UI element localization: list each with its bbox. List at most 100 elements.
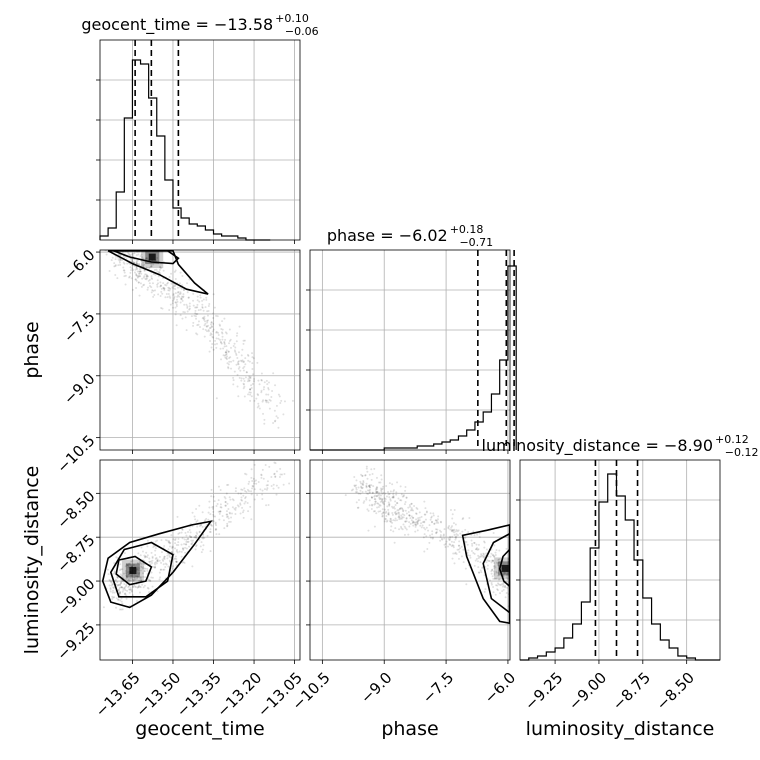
sample-point xyxy=(122,269,125,272)
sample-point xyxy=(415,506,418,509)
sample-point xyxy=(242,367,245,370)
sample-point xyxy=(394,517,397,520)
sample-point xyxy=(505,574,508,577)
sample-point xyxy=(472,551,475,554)
sample-point xyxy=(127,579,130,582)
sample-point xyxy=(120,586,123,589)
sample-point xyxy=(427,529,430,532)
sample-point xyxy=(384,518,387,521)
sample-point xyxy=(251,383,254,386)
sample-point xyxy=(362,501,365,504)
sample-point xyxy=(400,517,403,520)
sample-point xyxy=(493,577,496,580)
sample-point xyxy=(135,261,138,264)
sample-point xyxy=(126,262,129,265)
sample-point xyxy=(429,512,432,515)
sample-point xyxy=(477,566,480,569)
sample-point xyxy=(365,486,368,489)
sample-point xyxy=(109,587,112,590)
sample-point xyxy=(454,536,457,539)
sample-point xyxy=(260,473,263,476)
sample-point xyxy=(125,574,128,577)
sample-point xyxy=(139,565,142,568)
sample-point xyxy=(409,517,412,520)
sample-point xyxy=(405,520,408,523)
sample-point xyxy=(239,492,242,495)
sample-point xyxy=(221,335,224,338)
sample-point xyxy=(431,537,434,540)
sample-point xyxy=(483,540,486,543)
sample-point xyxy=(168,545,171,548)
sample-point xyxy=(215,524,218,527)
sample-point xyxy=(405,496,408,499)
sample-point xyxy=(233,507,236,510)
sample-point xyxy=(185,534,188,537)
sample-point xyxy=(483,555,486,558)
sample-point xyxy=(182,296,185,299)
sample-point xyxy=(116,583,119,586)
sample-point xyxy=(120,600,123,603)
sample-point xyxy=(239,512,242,515)
sample-point xyxy=(135,254,138,257)
sample-point xyxy=(417,519,420,522)
sample-point xyxy=(243,365,246,368)
sample-point xyxy=(380,499,383,502)
sample-point xyxy=(124,247,126,249)
frame-hist-phase xyxy=(309,249,511,451)
sample-point xyxy=(391,496,394,499)
sample-point xyxy=(397,515,400,518)
sample-point xyxy=(241,499,244,502)
sample-point xyxy=(175,298,178,301)
ytick-label-luminosity_distance: −8.50 xyxy=(53,487,98,532)
sample-point xyxy=(175,550,178,553)
sample-point xyxy=(416,520,419,523)
sample-point xyxy=(198,504,201,507)
sample-point xyxy=(169,541,172,544)
sample-point xyxy=(387,508,390,511)
sample-point xyxy=(126,589,129,592)
sample-point xyxy=(108,578,111,581)
sample-point xyxy=(506,586,509,589)
sample-point xyxy=(234,487,237,490)
sample-point xyxy=(356,506,359,509)
sample-point xyxy=(493,555,496,558)
sample-point xyxy=(373,510,376,513)
sample-point xyxy=(151,585,154,588)
sample-point xyxy=(381,500,384,503)
sample-point xyxy=(453,552,456,555)
sample-point xyxy=(363,500,366,503)
sample-point xyxy=(193,536,196,539)
sample-point xyxy=(437,521,440,524)
sample-point xyxy=(516,589,518,591)
sample-point xyxy=(385,485,388,488)
sample-point xyxy=(392,496,395,499)
sample-point xyxy=(115,556,118,559)
sample-point xyxy=(150,286,153,289)
sample-point xyxy=(200,524,203,527)
sample-point xyxy=(152,565,155,568)
sample-point xyxy=(163,287,166,290)
sample-point xyxy=(180,297,183,300)
sample-point xyxy=(449,536,452,539)
sample-point xyxy=(456,534,459,537)
sample-point xyxy=(505,592,508,595)
sample-point xyxy=(475,557,478,560)
sample-point xyxy=(225,352,228,355)
sample-point xyxy=(495,584,498,587)
sample-point xyxy=(244,500,247,503)
sample-point xyxy=(195,306,198,309)
ytick-label-phase: −10.5 xyxy=(53,431,98,476)
sample-point xyxy=(107,573,110,576)
sample-point xyxy=(159,272,162,275)
sample-point xyxy=(184,543,187,546)
sample-point xyxy=(141,277,144,280)
sample-point xyxy=(256,393,259,396)
sample-point xyxy=(414,525,417,528)
sample-point xyxy=(428,524,431,527)
sample-point xyxy=(423,526,426,529)
sample-point xyxy=(353,484,356,487)
sample-point xyxy=(180,298,183,301)
sample-point xyxy=(359,480,362,483)
sample-point xyxy=(123,587,126,590)
sample-point xyxy=(181,274,184,277)
